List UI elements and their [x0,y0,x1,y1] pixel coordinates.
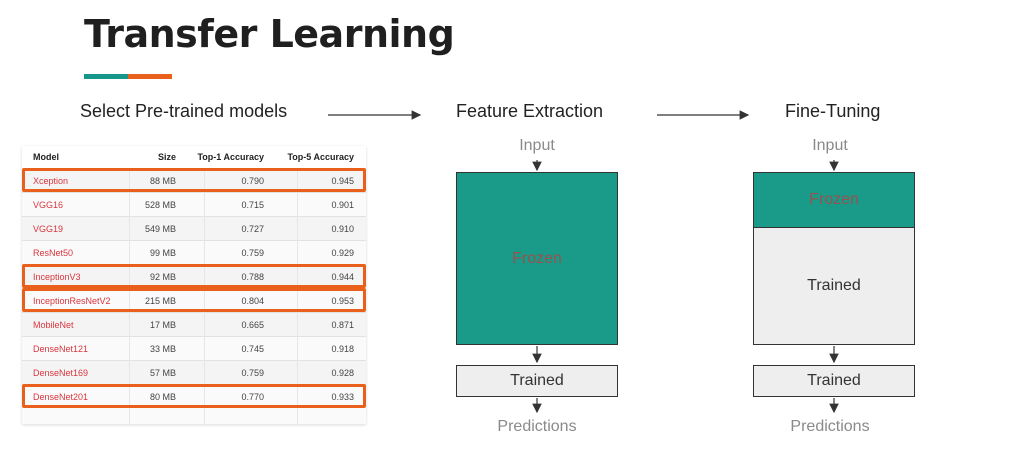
table-row: ResNet50 99 MB 0.759 0.929 [22,240,366,264]
top5-cell: 0.871 [331,319,354,330]
row-highlight-box [22,264,366,288]
underline-teal [84,74,128,79]
title-underline [84,74,172,79]
top5-cell: 0.901 [331,199,354,210]
table-header: Model Size Top-1 Accuracy Top-5 Accuracy [22,146,366,168]
model-name-cell: InceptionResNetV2 [33,295,111,306]
table-row: Xception 88 MB 0.790 0.945 [22,168,366,192]
model-name-cell: InceptionV3 [33,271,81,282]
ft-frozen-block: Frozen [753,172,915,228]
model-name-cell: VGG19 [33,223,64,234]
top1-cell: 0.727 [241,223,264,234]
top5-cell: 0.928 [331,367,354,378]
size-cell: 80 MB [149,391,176,402]
top1-cell: 0.804 [241,295,264,306]
fe-frozen-label: Frozen [512,249,562,267]
model-name-cell: ResNet50 [33,247,74,258]
header-model: Model [33,152,59,162]
size-cell: 528 MB [144,199,176,210]
model-name-cell: Xception [33,175,69,186]
table-row: DenseNet121 33 MB 0.745 0.918 [22,336,366,360]
ft-trained-head-block: Trained [753,365,915,397]
fe-frozen-block: Frozen [456,172,618,345]
top1-cell: 0.770 [241,391,264,402]
ft-trained-head-label: Trained [807,372,861,389]
size-cell: 549 MB [144,223,176,234]
row-highlight-box [22,288,366,312]
model-name-cell: MobileNet [33,319,74,330]
model-name-cell: DenseNet121 [33,343,89,354]
table-row: DenseNet169 57 MB 0.759 0.928 [22,360,366,384]
header-top5: Top-5 Accuracy [287,152,354,162]
header-top1: Top-1 Accuracy [197,152,264,162]
top5-cell: 0.933 [331,391,354,402]
top5-cell: 0.945 [331,175,354,186]
row-highlight-box [22,168,366,192]
top5-cell: 0.910 [331,223,354,234]
ft-input-label: Input [812,137,848,154]
top1-cell: 0.759 [241,367,264,378]
size-cell: 92 MB [149,271,176,282]
ft-trained-base-label: Trained [807,277,861,294]
table-divider [204,168,205,424]
top5-cell: 0.929 [331,247,354,258]
model-name-cell: DenseNet201 [33,391,89,402]
ft-frozen-label: Frozen [809,191,859,208]
page-title: Transfer Learning [84,12,455,56]
fe-predictions-label: Predictions [497,418,577,435]
size-cell: 99 MB [149,247,176,258]
model-name-cell: VGG16 [33,199,64,210]
table-divider [129,168,130,424]
model-table: Model Size Top-1 Accuracy Top-5 Accuracy… [22,146,366,424]
size-cell: 33 MB [149,343,176,354]
size-cell: 88 MB [149,175,176,186]
underline-orange [128,74,172,79]
model-name-cell: DenseNet169 [33,367,89,378]
top1-cell: 0.788 [241,271,264,282]
table-row: VGG16 528 MB 0.715 0.901 [22,192,366,216]
step-fine-tuning-label: Fine-Tuning [785,101,881,121]
top1-cell: 0.715 [241,199,264,210]
step-feature-extraction-label: Feature Extraction [456,101,604,121]
table-divider [297,168,298,424]
top1-cell: 0.790 [241,175,264,186]
top5-cell: 0.918 [331,343,354,354]
top1-cell: 0.759 [241,247,264,258]
top1-cell: 0.745 [241,343,264,354]
ft-predictions-label: Predictions [790,418,870,435]
step-select-label: Select Pre-trained models [80,101,288,121]
top1-cell: 0.665 [241,319,264,330]
ft-trained-base-block: Trained [753,227,915,345]
table-row: VGG19 549 MB 0.727 0.910 [22,216,366,240]
table-row: MobileNet 17 MB 0.665 0.871 [22,312,366,336]
fe-input-label: Input [519,137,555,154]
header-size: Size [157,152,176,162]
size-cell: 17 MB [149,319,176,330]
row-highlight-box [22,384,366,408]
top5-cell: 0.944 [331,271,354,282]
fe-trained-block: Trained [456,365,618,397]
size-cell: 215 MB [144,295,176,306]
top5-cell: 0.953 [331,295,354,306]
fe-trained-label: Trained [510,372,564,389]
size-cell: 57 MB [149,367,176,378]
